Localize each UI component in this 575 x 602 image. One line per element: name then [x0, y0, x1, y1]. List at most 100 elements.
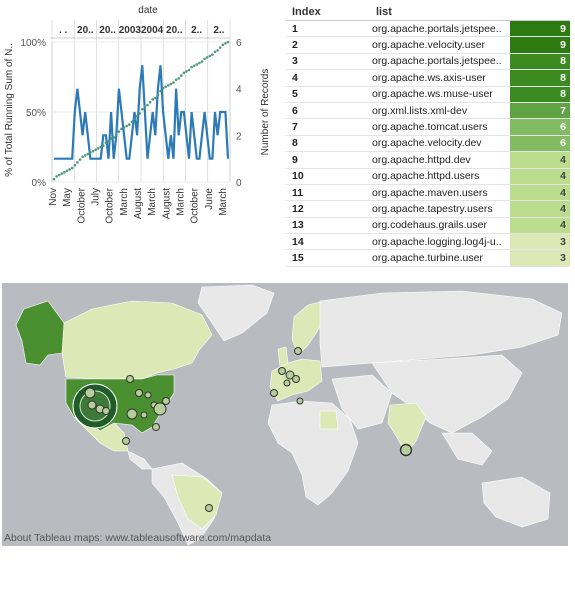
bubble-italy[interactable]	[296, 397, 304, 405]
month-label: July	[91, 188, 102, 206]
running-sum-point	[208, 54, 212, 58]
running-sum-point	[130, 120, 134, 124]
running-sum-point	[156, 93, 160, 97]
record-count-line	[54, 65, 230, 160]
bubble-ohio[interactable]	[144, 391, 152, 399]
bubble-sf[interactable]	[87, 400, 97, 410]
month-label: March	[147, 188, 158, 216]
running-sum-point	[109, 137, 113, 140]
series-layer	[52, 40, 230, 181]
table-row[interactable]: 8 org.apache.velocity.dev 6	[286, 135, 570, 153]
bubble-europe-c[interactable]	[283, 379, 291, 387]
running-sum-point	[138, 112, 141, 115]
table-row[interactable]: 15 org.apache.turbine.user 3	[286, 250, 570, 267]
bubble-sd[interactable]	[102, 407, 110, 415]
running-sum-point	[203, 57, 206, 61]
row-index: 5	[292, 88, 298, 101]
running-sum-point	[128, 123, 131, 126]
southeast-asia-shape	[441, 432, 493, 466]
month-label: Nov	[48, 188, 59, 206]
table-row[interactable]: 5 org.apache.ws.muse-user 8	[286, 86, 570, 103]
bubble-seattle[interactable]	[84, 387, 96, 399]
table-row[interactable]: 6 org.xml.lists.xml-dev 7	[286, 102, 570, 120]
running-sum-point	[224, 42, 227, 45]
bubble-mexico[interactable]	[122, 437, 130, 445]
row-count: 9	[510, 21, 570, 37]
bubble-texas[interactable]	[126, 408, 138, 420]
bubble-florida[interactable]	[152, 423, 160, 431]
year-label: . .	[59, 25, 68, 36]
running-sum-point	[89, 151, 92, 154]
right-tick-label: 0	[236, 178, 242, 189]
row-list-name: org.apache.portals.jetspee..	[372, 55, 502, 68]
row-list-name: org.apache.ws.muse-user	[372, 88, 493, 101]
mailing-list-table: Index list 1 org.apache.portals.jetspee..…	[286, 6, 570, 267]
row-index: 12	[292, 202, 304, 215]
row-list-name: org.apache.portals.jetspee..	[372, 22, 502, 35]
running-sum-point	[200, 60, 204, 63]
bubble-chicago[interactable]	[126, 375, 134, 383]
table-row[interactable]: 3 org.apache.portals.jetspee.. 8	[286, 53, 570, 71]
row-index: 8	[292, 137, 298, 150]
running-sum-point	[63, 170, 66, 174]
table-row[interactable]: 10 org.apache.httpd.users 4	[286, 168, 570, 185]
table-row[interactable]: 14 org.apache.logging.log4j-u.. 3	[286, 234, 570, 251]
bubble-uk[interactable]	[278, 367, 286, 375]
table-row[interactable]: 11 org.apache.maven.users 4	[286, 184, 570, 202]
running-sum-point	[96, 147, 100, 150]
table-row[interactable]: 12 org.apache.tapestry.users 4	[286, 201, 570, 218]
bubble-ny[interactable]	[153, 402, 167, 416]
running-sum-point	[133, 117, 136, 121]
bubble-europe-a[interactable]	[285, 370, 295, 380]
bubble-scandinavia[interactable]	[294, 347, 302, 355]
running-sum-point	[164, 85, 167, 89]
row-list-name: org.apache.velocity.dev	[372, 137, 482, 150]
running-sum-point	[226, 40, 230, 44]
running-sum-point	[70, 166, 74, 170]
month-label: June	[204, 188, 215, 210]
right-tick-label: 4	[236, 85, 242, 96]
running-sum-point	[83, 154, 87, 157]
bubble-atlanta[interactable]	[140, 411, 148, 419]
bubble-europe-b[interactable]	[292, 375, 300, 383]
table-row[interactable]: 2 org.apache.velocity.user 9	[286, 37, 570, 54]
row-index: 10	[292, 170, 304, 183]
table-row[interactable]: 4 org.apache.ws.axis-user 8	[286, 70, 570, 87]
world-map[interactable]	[2, 283, 568, 546]
running-sum-point	[198, 61, 201, 65]
row-list-name: org.apache.logging.log4j-u..	[372, 235, 502, 248]
australia-shape	[481, 476, 551, 528]
row-list-name: org.xml.lists.xml-dev	[372, 104, 468, 117]
month-label: October	[105, 187, 116, 223]
running-sum-point	[73, 163, 77, 167]
alaska-shape	[15, 300, 65, 366]
row-list-name: org.apache.tomcat.users	[372, 121, 488, 134]
month-label: March	[119, 188, 130, 216]
row-count: 9	[510, 37, 570, 53]
month-label: May	[62, 188, 73, 207]
left-tick-label: 50%	[26, 108, 46, 119]
bubble-brazil[interactable]	[205, 504, 213, 512]
row-count: 4	[510, 201, 570, 217]
bubble-india[interactable]	[399, 443, 413, 457]
row-count: 3	[510, 234, 570, 250]
scandinavia-shape	[291, 300, 325, 356]
table-row[interactable]: 9 org.apache.httpd.dev 4	[286, 152, 570, 169]
row-count: 8	[510, 86, 570, 102]
map-caption[interactable]: About Tableau maps: www.tableausoftware.…	[4, 532, 272, 544]
bubble-boston[interactable]	[162, 397, 170, 405]
header-list: list	[376, 6, 392, 18]
table-body: 1 org.apache.portals.jetspee.. 9 2 org.apach…	[286, 21, 570, 267]
table-row[interactable]: 7 org.apache.tomcat.users 6	[286, 119, 570, 136]
running-sum-point	[141, 107, 144, 111]
running-sum-point	[218, 46, 222, 49]
bubble-midwest[interactable]	[135, 389, 143, 397]
bubble-spain[interactable]	[270, 389, 278, 397]
running-sum-point	[91, 149, 95, 153]
row-list-name: org.apache.httpd.dev	[372, 153, 471, 166]
running-sum-point	[107, 140, 110, 143]
table-row[interactable]: 1 org.apache.portals.jetspee.. 9	[286, 21, 570, 38]
egypt-shape	[319, 410, 339, 430]
russia-shape	[319, 290, 563, 368]
table-row[interactable]: 13 org.codehaus.grails.user 4	[286, 217, 570, 235]
